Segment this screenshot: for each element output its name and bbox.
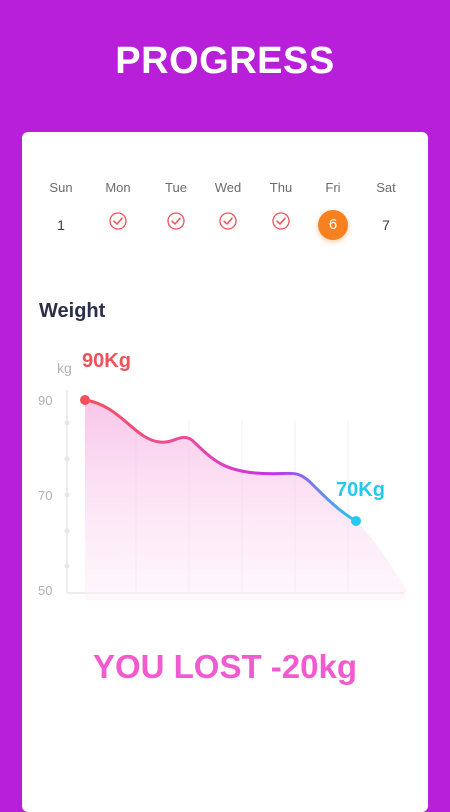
end-weight-label: 70Kg [336,479,385,501]
y-tick-label: 50 [38,583,52,598]
chart-grid [64,390,404,594]
day-number: 7 [382,217,390,233]
day-mon[interactable]: Mon [88,179,148,238]
day-label: Thu [269,180,293,195]
y-tick-label: 90 [38,393,52,408]
day-label: Sun [49,180,73,195]
result-text: YOU LOST -20kg [92,648,358,685]
day-thu[interactable]: Thu [251,179,311,238]
progress-card: Sun 1 Mon Tue Wed Thu Fri 6 Sat 7 Weight [22,132,428,812]
day-label: Mon [105,180,131,195]
check-circle-icon [109,212,127,230]
check-circle-icon [167,212,185,230]
day-label: Wed [214,180,242,195]
start-point [80,395,90,405]
page-title: PROGRESS [115,40,335,82]
weight-line [83,398,358,523]
day-label: Fri [325,180,341,195]
day-label: Tue [165,180,187,195]
today-badge: 6 [318,210,348,240]
day-wed[interactable]: Wed [198,179,258,238]
day-tue[interactable]: Tue [146,179,206,238]
day-number: 1 [57,217,65,233]
weight-area [85,400,406,600]
check-circle-icon [219,212,237,230]
end-point [351,516,361,526]
check-circle-icon [272,212,290,230]
y-unit-label: kg [57,360,72,376]
day-sun[interactable]: Sun 1 [31,179,91,238]
start-weight-label: 90Kg [82,350,131,372]
day-label: Sat [376,180,396,195]
week-strip: Sun 1 Mon Tue Wed Thu Fri 6 Sat 7 [22,179,428,240]
weight-heading: Weight [39,300,106,322]
day-fri[interactable]: Fri 6 [303,179,363,240]
day-sat[interactable]: Sat 7 [356,179,416,238]
y-tick-label: 70 [38,488,52,503]
